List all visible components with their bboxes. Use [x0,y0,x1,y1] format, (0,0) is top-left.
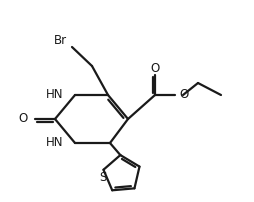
Text: HN: HN [45,137,63,149]
Text: O: O [150,61,160,75]
Text: S: S [99,171,106,184]
Text: Br: Br [54,35,67,47]
Text: O: O [19,113,28,125]
Text: HN: HN [45,88,63,101]
Text: O: O [179,87,188,101]
